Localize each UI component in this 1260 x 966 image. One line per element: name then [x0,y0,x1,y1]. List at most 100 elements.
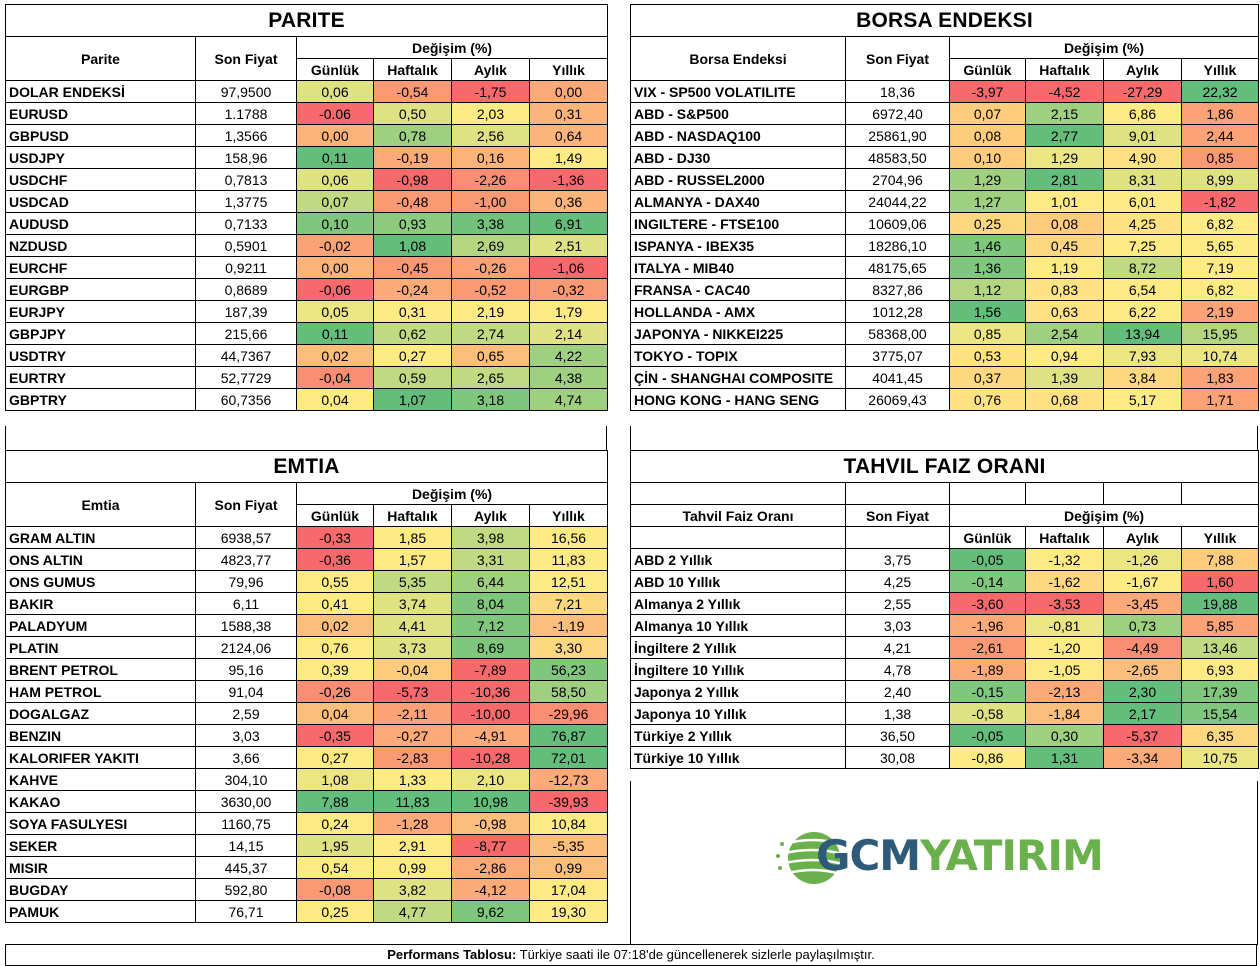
row-daily: 1,95 [296,834,374,857]
row-daily: 1,56 [949,300,1026,323]
row-monthly: 2,69 [451,234,530,257]
emtia-panel: EMTIA Emtia Son Fiyat Değişim (%) Günlük… [4,450,609,923]
row-monthly: 7,93 [1103,344,1182,367]
parite-col-monthly: Aylık [451,58,530,81]
row-yearly: 6,82 [1180,278,1260,301]
row-daily: -1,89 [949,658,1026,681]
row-monthly: 8,69 [451,636,530,659]
row-yearly: 5,85 [1180,614,1260,637]
row-monthly: -0,52 [451,278,530,301]
table-row: EURJPY 187,39 0,05 0,31 2,19 1,79 [5,300,609,323]
row-weekly: 11,83 [373,790,452,813]
row-name: SEKER [5,834,196,857]
row-yearly: -1,19 [528,614,609,637]
row-monthly: -1,00 [451,190,530,213]
row-name: ABD 10 Yıllık [630,570,846,593]
row-yearly: 56,23 [528,658,609,681]
table-row: GBPUSD 1,3566 0,00 0,78 2,56 0,64 [5,124,609,147]
row-daily: 0,04 [296,388,374,411]
table-row: KAHVE 304,10 1,08 1,33 2,10 -12,73 [5,768,609,791]
borsa-col-monthly: Aylık [1103,58,1182,81]
row-yearly: 76,87 [528,724,609,747]
row-name: AUDUSD [5,212,196,235]
borsa-col-weekly: Haftalık [1025,58,1104,81]
table-row: BUGDAY 592,80 -0,08 3,82 -4,12 17,04 [5,878,609,901]
globe-icon [776,832,843,884]
row-name: VIX - SP500 VOLATILITE [630,80,846,103]
row-monthly: 2,03 [451,102,530,125]
gcm-yatirim-logo: GCMYATIRIM [776,826,1104,890]
row-daily: -0,86 [949,746,1026,769]
row-weekly: 2,15 [1025,102,1104,125]
tahvil-panel: TAHVIL FAIZ ORANI Tahvil Faiz Oranı Son … [629,450,1260,769]
table-row: ISPANYA - IBEX35 18286,10 1,46 0,45 7,25 5,65 [630,234,1260,257]
row-monthly: 3,18 [451,388,530,411]
row-monthly: 4,25 [1103,212,1182,235]
table-row: KAKAO 3630,00 7,88 11,83 10,98 -39,93 [5,790,609,813]
row-monthly: 10,98 [451,790,530,813]
row-name: DOGALGAZ [5,702,196,725]
table-row: ABD - S&P500 6972,40 0,07 2,15 6,86 1,86 [630,102,1260,125]
table-row: BENZIN 3,03 -0,35 -0,27 -4,91 76,87 [5,724,609,747]
row-weekly: -1,62 [1025,570,1104,593]
row-yearly: 10,74 [1180,344,1260,367]
row-yearly: 1,49 [528,146,609,169]
emtia-col-change: Değişim (%) [295,482,609,505]
row-weekly: 1,33 [373,768,452,791]
row-daily: 0,06 [296,80,374,103]
row-weekly: -1,28 [373,812,452,835]
row-yearly: 1,86 [1180,102,1260,125]
row-price: 36,50 [845,724,950,747]
tahvil-col-name: Tahvil Faiz Oranı [630,504,846,527]
borsa-title: BORSA ENDEKSI [629,4,1260,37]
row-yearly: 1,71 [1180,388,1260,411]
table-row: DOLAR ENDEKSİ 97,9500 0,06 -0,54 -1,75 0,00 [5,80,609,103]
row-weekly: -1,32 [1025,548,1104,571]
table-row: GBPTRY 60,7356 0,04 1,07 3,18 4,74 [5,388,609,411]
row-price: 25861,90 [845,124,950,147]
row-daily: -0,15 [949,680,1026,703]
row-price: 592,80 [195,878,297,901]
table-row: EURCHF 0,9211 0,00 -0,45 -0,26 -1,06 [5,256,609,279]
row-weekly: -0,27 [373,724,452,747]
row-name: ABD - RUSSEL2000 [630,168,846,191]
row-price: 52,7729 [195,366,297,389]
row-yearly: 19,30 [528,900,609,923]
row-name: GBPJPY [5,322,196,345]
row-monthly: 3,31 [451,548,530,571]
table-row: VIX - SP500 VOLATILITE 18,36 -3,97 -4,52 -27… [630,80,1260,103]
parite-col-name: Parite [5,36,196,81]
row-name: BAKIR [5,592,196,615]
parite-panel: PARITE Parite Son Fiyat Değişim (%) Günl… [4,4,609,411]
row-daily: 0,10 [949,146,1026,169]
parite-col-price: Son Fiyat [195,36,297,81]
row-yearly: -39,93 [528,790,609,813]
row-daily: 0,07 [949,102,1026,125]
row-yearly: 3,30 [528,636,609,659]
row-weekly: 0,62 [373,322,452,345]
row-daily: 0,00 [296,124,374,147]
parite-col-yearly: Yıllık [528,58,609,81]
row-price: 14,15 [195,834,297,857]
row-monthly: -10,28 [451,746,530,769]
row-name: EURCHF [5,256,196,279]
table-row: ÇİN - SHANGHAI COMPOSITE 4041,45 0,37 1,39 3… [630,366,1260,389]
row-daily: -0.06 [296,102,374,125]
footer-label: Performans Tablosu: [387,947,517,962]
table-row: EURUSD 1.1788 -0.06 0,50 2,03 0,31 [5,102,609,125]
row-monthly: 9,62 [451,900,530,923]
row-name: Türkiye 2 Yıllık [630,724,846,747]
row-monthly: -2,26 [451,168,530,191]
row-yearly: 16,56 [528,526,609,549]
row-price: 6,11 [195,592,297,615]
row-yearly: -12,73 [528,768,609,791]
row-yearly: 13,46 [1180,636,1260,659]
row-name: BRENT PETROL [5,658,196,681]
emtia-col-yearly: Yıllık [528,504,609,527]
table-row: Japonya 10 Yıllık 1,38 -0,58 -1,84 2,17 15,54 [630,702,1260,725]
row-yearly: 17,04 [528,878,609,901]
row-monthly: -8,77 [451,834,530,857]
row-monthly: -4,12 [451,878,530,901]
row-yearly: 6,91 [528,212,609,235]
row-price: 44,7367 [195,344,297,367]
